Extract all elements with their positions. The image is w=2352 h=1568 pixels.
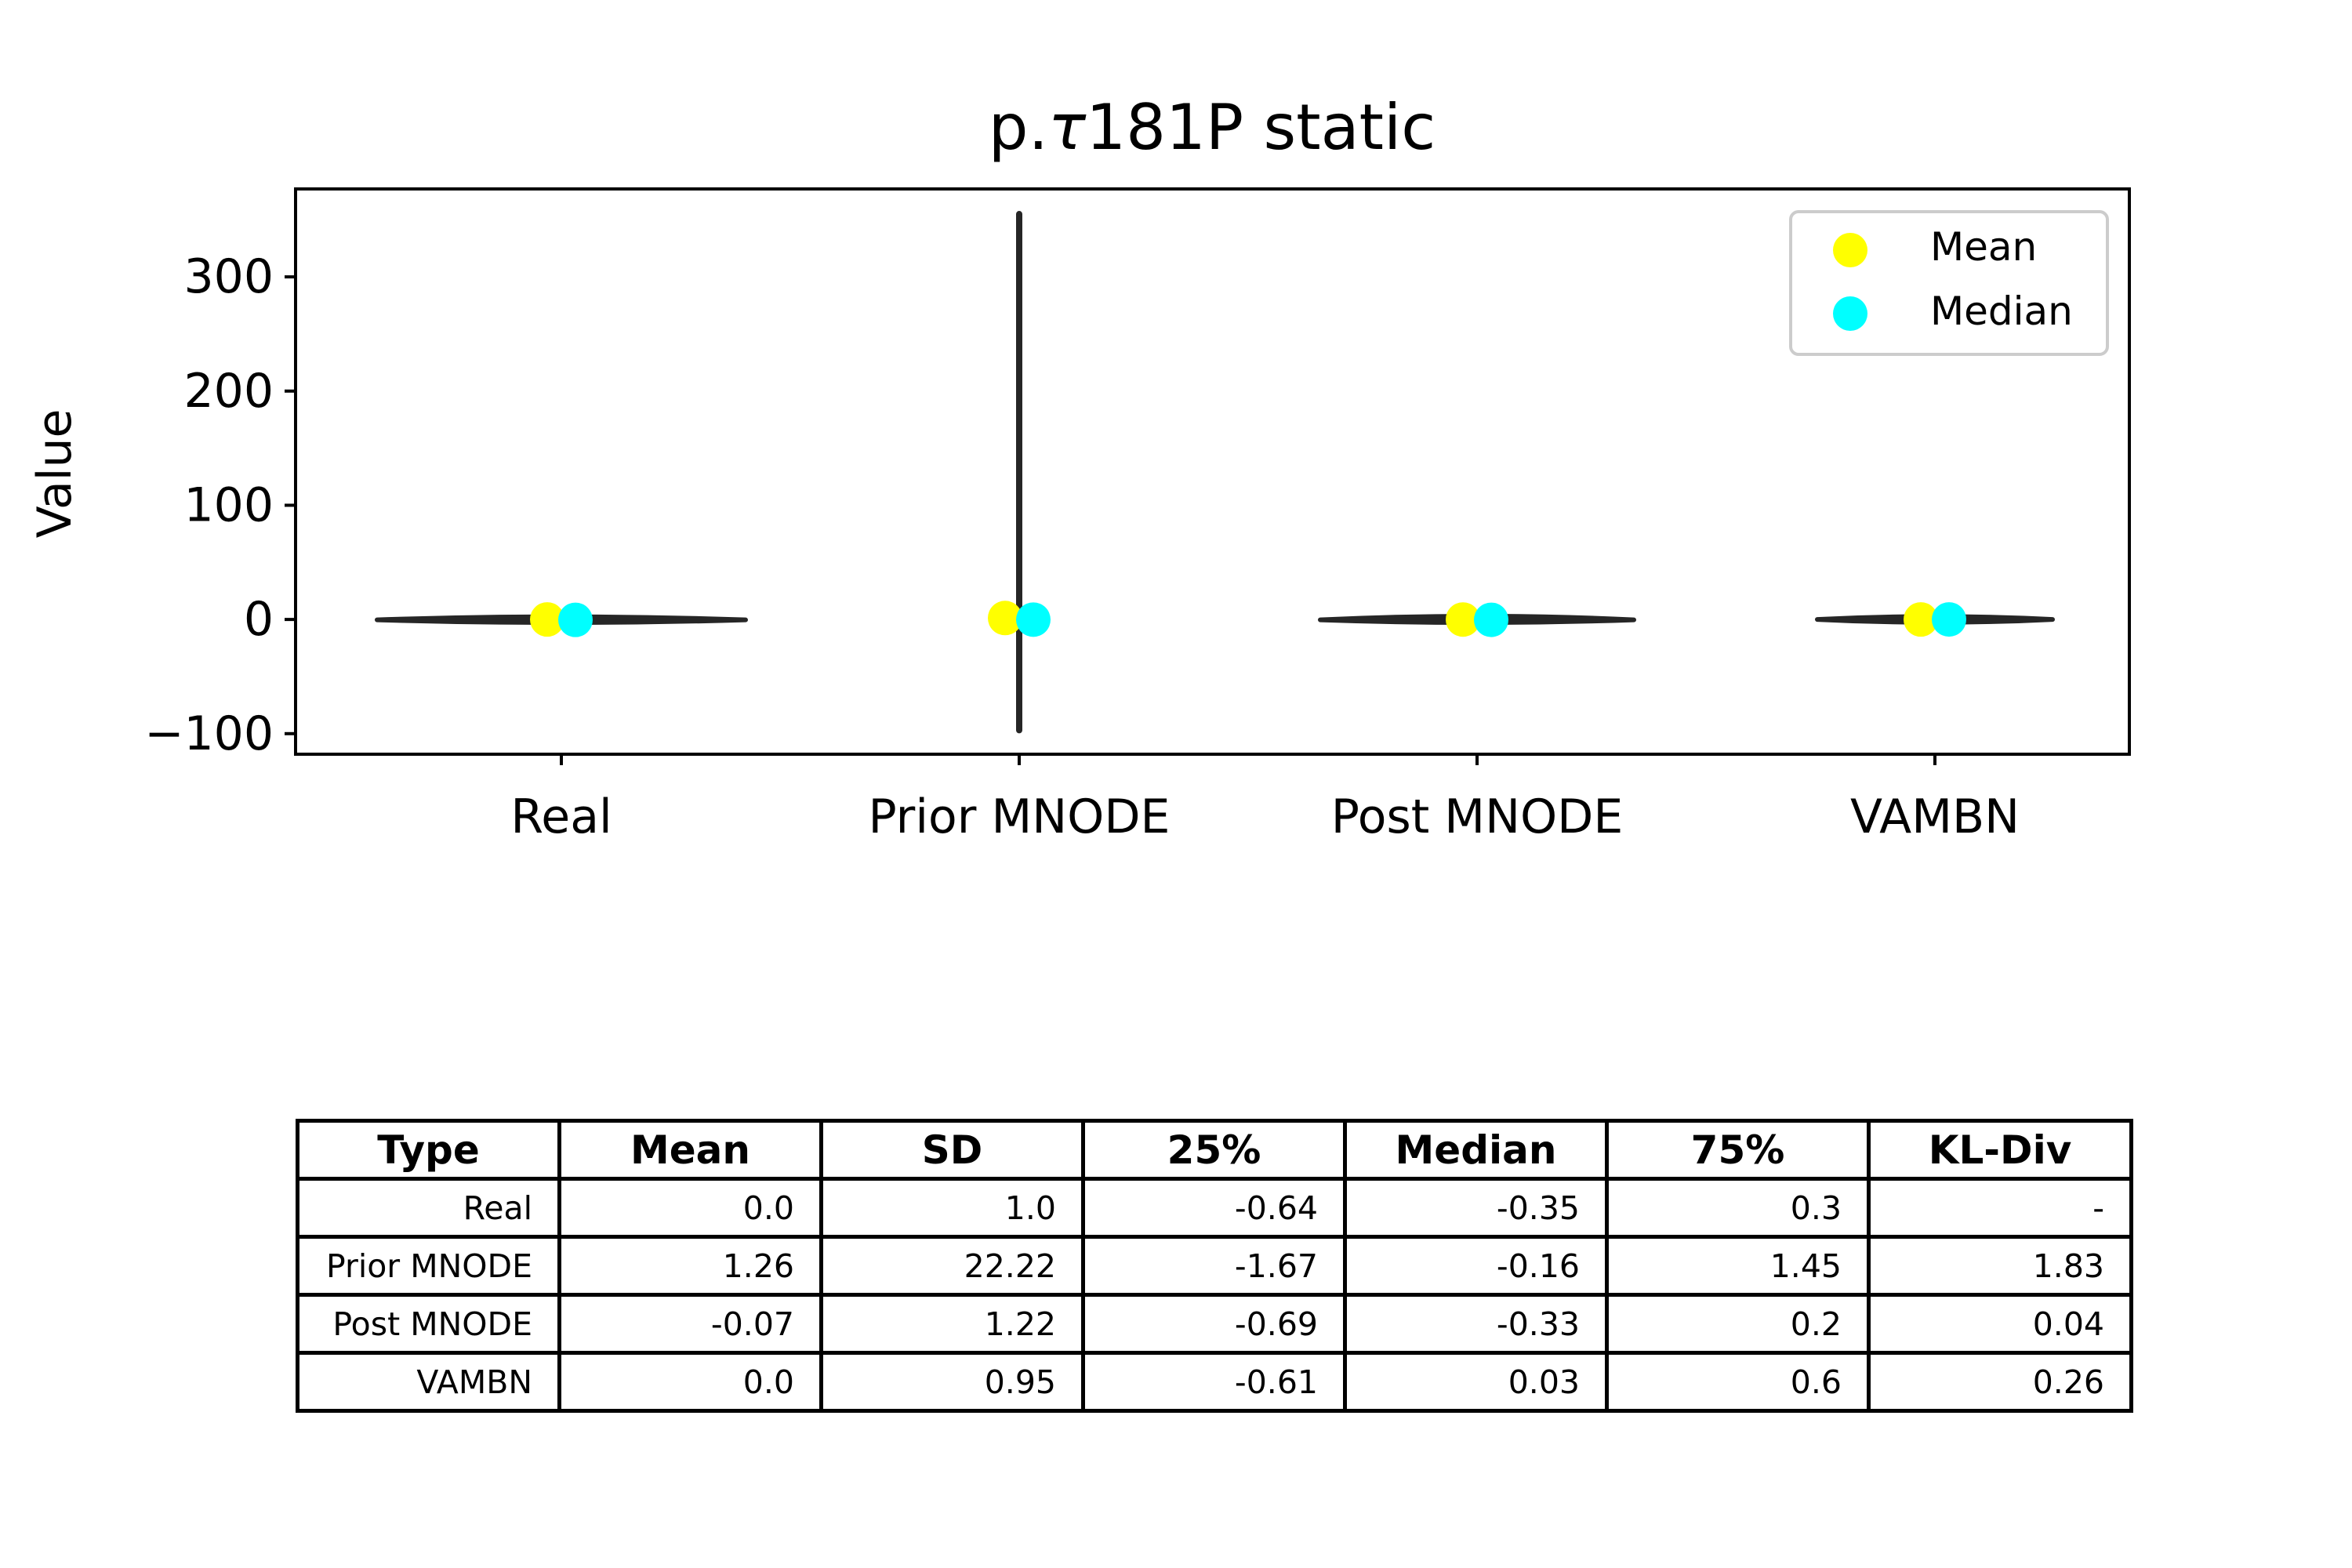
table-row: Prior MNODE 1.26 22.22 -1.67 -0.16 1.45 … [296,1235,2133,1297]
table-cell: 0.95 [819,1351,1085,1413]
legend-mean-label: Mean [1930,224,2037,270]
legend-median-label: Median [1930,289,2073,334]
table-cell: -0.35 [1343,1177,1609,1239]
table-cell: -0.16 [1343,1235,1609,1297]
y-axis-ticks: −100 0 100 200 300 [144,249,296,761]
legend-mean-marker [1833,233,1867,267]
median-point [1474,602,1508,637]
table-cell: - [1867,1177,2133,1239]
title-prefix: p. [989,91,1048,164]
header-75pct: 75% [1605,1119,1871,1181]
mean-point [1446,602,1480,637]
table-row: Post MNODE -0.07 1.22 -0.69 -0.33 0.2 0.… [296,1293,2133,1355]
table-row: VAMBN 0.0 0.95 -0.61 0.03 0.6 0.26 [296,1351,2133,1413]
y-tick-label: 300 [183,249,274,304]
mean-median-points [530,601,1966,637]
header-sd: SD [819,1119,1085,1181]
x-tick-label: Prior MNODE [869,789,1171,844]
table-cell: -1.67 [1081,1235,1347,1297]
table-cell: -0.69 [1081,1293,1347,1355]
mean-point [530,602,564,637]
table-cell-type: Post MNODE [296,1293,561,1355]
table-row: Real 0.0 1.0 -0.64 -0.35 0.3 - [296,1177,2133,1239]
y-tick-label: 100 [183,477,274,532]
table-cell: 0.0 [557,1177,823,1239]
table-cell: 0.04 [1867,1293,2133,1355]
x-tick-label: Post MNODE [1331,789,1624,844]
y-tick-label: −100 [144,706,274,761]
statistics-table: Type Mean SD 25% Median 75% KL-Div Real … [296,1119,2133,1413]
table-cell: 1.83 [1867,1235,2133,1297]
median-point [1016,602,1051,637]
table-cell: 1.0 [819,1177,1085,1239]
median-point [558,602,593,637]
table-cell: 0.03 [1343,1351,1609,1413]
plot-area-frame [294,187,2131,756]
mean-point [988,601,1022,636]
table-cell: 0.0 [557,1351,823,1413]
header-mean: Mean [557,1119,823,1181]
table-cell: 0.6 [1605,1351,1871,1413]
table-cell: 1.45 [1605,1235,1871,1297]
title-suffix: 181P static [1086,91,1436,164]
legend-median-marker [1833,296,1867,331]
x-tick-label: Real [510,789,612,844]
header-kl-div: KL-Div [1867,1119,2133,1181]
legend-frame [1789,210,2109,356]
median-point [1932,602,1966,637]
table-cell: 0.26 [1867,1351,2133,1413]
table-cell: -0.61 [1081,1351,1347,1413]
table-header-row: Type Mean SD 25% Median 75% KL-Div [296,1119,2133,1181]
legend: Mean Median [1789,210,2109,356]
y-axis-label: Value [27,409,82,539]
table-cell: -0.07 [557,1293,823,1355]
y-tick-label: 0 [244,592,274,647]
table-cell: 1.22 [819,1293,1085,1355]
mean-point [1904,602,1938,637]
table-cell: 1.26 [557,1235,823,1297]
header-25pct: 25% [1081,1119,1347,1181]
table-cell-type: Real [296,1177,561,1239]
header-median: Median [1343,1119,1609,1181]
y-tick-label: 200 [183,364,274,419]
table-cell: 0.2 [1605,1293,1871,1355]
header-type: Type [296,1119,561,1181]
table-cell-type: Prior MNODE [296,1235,561,1297]
table-cell-type: VAMBN [296,1351,561,1413]
table-cell: -0.64 [1081,1177,1347,1239]
table-cell: -0.33 [1343,1293,1609,1355]
table-cell: 0.3 [1605,1177,1871,1239]
title-symbol: τ [1048,91,1087,164]
x-axis-ticks: Real Prior MNODE Post MNODE VAMBN [510,754,2020,844]
x-tick-label: VAMBN [1850,789,2020,844]
chart-title: p.τ181P static [989,91,1436,164]
table-cell: 22.22 [819,1235,1085,1297]
